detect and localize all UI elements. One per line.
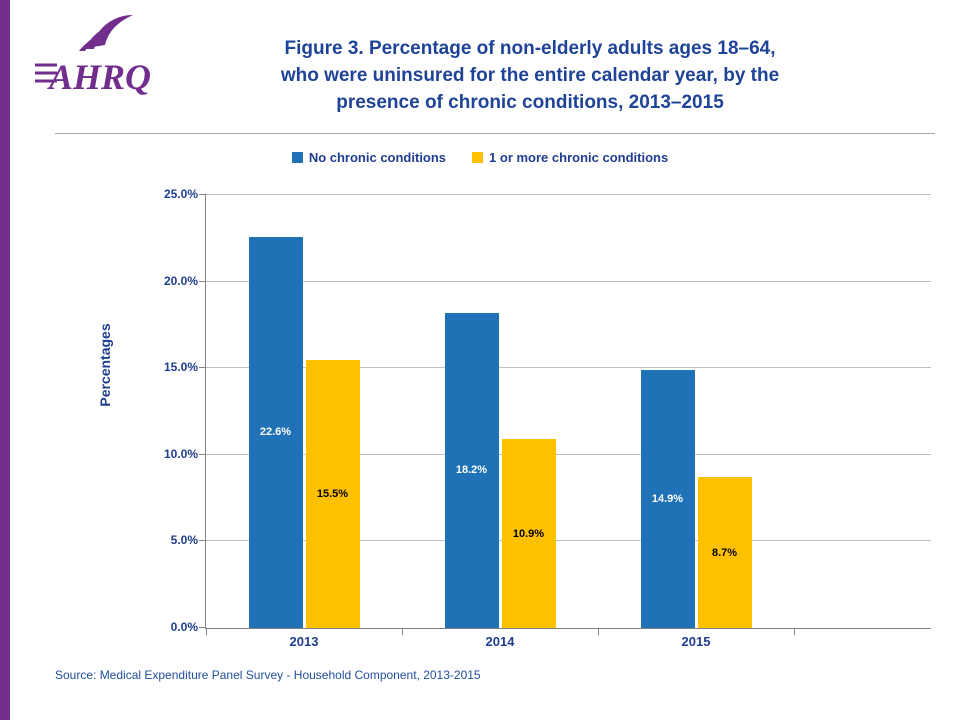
x-tick-mark — [598, 628, 599, 635]
x-tick-mark — [206, 628, 207, 635]
bar-value-label: 14.9% — [651, 492, 684, 505]
x-tick-mark — [794, 628, 795, 635]
legend-item-no-chronic: No chronic conditions — [291, 150, 447, 165]
y-tick-label: 10.0% — [163, 446, 198, 461]
y-axis-title: Percentages — [97, 323, 113, 407]
x-tick-label: 2013 — [289, 634, 319, 649]
gridline — [206, 194, 931, 195]
title-line-2: who were uninsured for the entire calend… — [280, 64, 780, 86]
legend-marker — [291, 152, 303, 163]
figure-title: Figure 3. Percentage of non-elderly adul… — [160, 36, 900, 117]
legend-marker — [472, 152, 484, 163]
eagle-icon — [79, 15, 133, 51]
bar-value-label: 15.5% — [316, 487, 349, 500]
x-tick-label: 2015 — [681, 634, 711, 649]
legend-item-chronic: 1 or more chronic conditions — [472, 150, 668, 165]
bar-value-label: 8.7% — [711, 546, 738, 559]
y-tick-mark — [199, 540, 206, 542]
legend-label: No chronic conditions — [308, 150, 447, 165]
x-tick-label: 2014 — [485, 634, 515, 649]
y-tick-mark — [199, 367, 206, 369]
bar-value-label: 22.6% — [259, 426, 292, 439]
y-tick-label: 15.0% — [163, 360, 198, 375]
y-tick-mark — [199, 280, 206, 282]
bar: 18.2% — [444, 312, 499, 628]
gridline — [206, 280, 931, 282]
left-accent-bar — [0, 0, 10, 720]
bar: 14.9% — [640, 369, 695, 628]
bar: 8.7% — [697, 477, 752, 628]
y-tick-label: 0.0% — [170, 620, 198, 634]
gridline — [206, 367, 931, 369]
bar-value-label: 10.9% — [512, 527, 545, 540]
plot-area: 2013 22.6% 15.5% 2014 18.2% 10.9% 2015 14.9% 8.7… — [199, 194, 931, 649]
y-tick-mark — [199, 627, 206, 628]
bar: 15.5% — [305, 359, 360, 628]
logo-speed-lines — [35, 63, 57, 83]
x-tick-mark — [402, 628, 403, 635]
logo-text: AHRQ — [47, 57, 151, 97]
bar: 10.9% — [501, 439, 556, 628]
title-line-1: Figure 3. Percentage of non-elderly adul… — [284, 38, 776, 59]
gridline — [206, 453, 931, 455]
gridline — [206, 540, 931, 542]
source-note: Source: Medical Expenditure Panel Survey… — [55, 668, 481, 682]
ahrq-logo: AHRQ — [35, 15, 151, 97]
y-tick-mark — [199, 453, 206, 455]
chart-legend: No chronic conditions 1 or more chronic … — [0, 150, 960, 165]
y-tick-label: 25.0% — [163, 187, 198, 201]
y-tick-mark — [199, 194, 206, 195]
bar: 22.6% — [248, 236, 303, 628]
bar-value-label: 18.2% — [455, 464, 488, 477]
y-tick-label: 5.0% — [170, 533, 198, 548]
title-line-3: presence of chronic conditions, 2013–201… — [336, 91, 724, 113]
title-divider — [55, 133, 935, 134]
legend-label: 1 or more chronic conditions — [489, 150, 669, 165]
y-tick-label: 20.0% — [163, 273, 198, 288]
